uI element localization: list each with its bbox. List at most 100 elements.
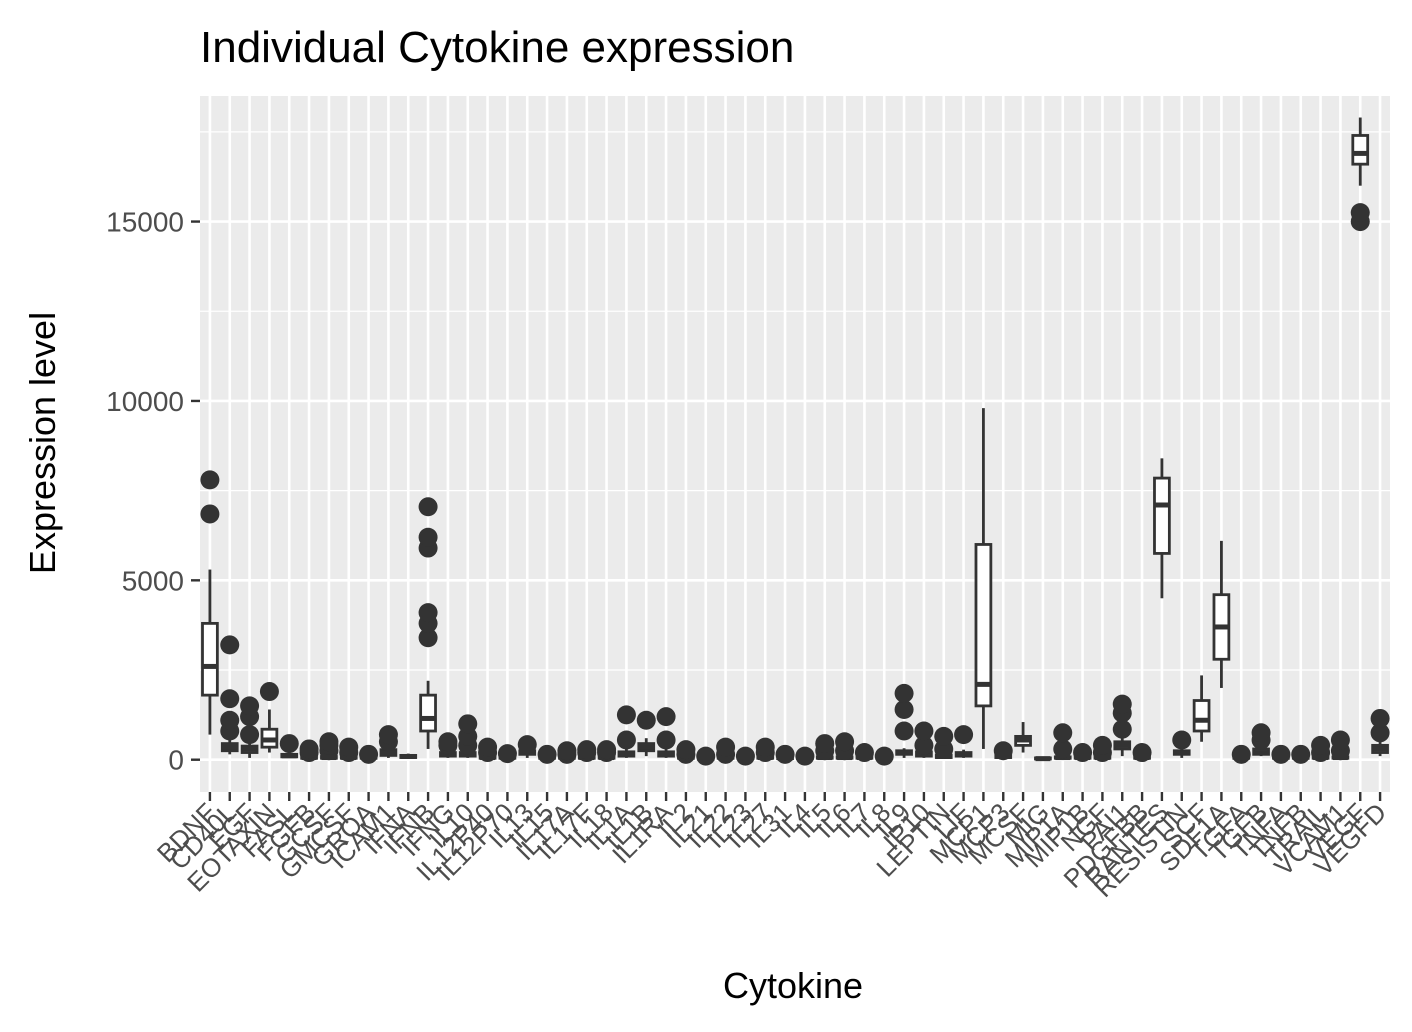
box-iqr — [419, 693, 437, 733]
outlier-point — [1112, 694, 1132, 714]
outlier-point — [418, 628, 438, 648]
outlier-point — [835, 732, 855, 752]
outlier-point — [557, 741, 577, 761]
box-iqr — [201, 621, 219, 697]
outlier-point — [775, 744, 795, 764]
box-ip10 — [914, 721, 934, 758]
outlier-point — [676, 740, 696, 760]
box-gcsf — [319, 732, 339, 761]
x-axis-title: Cytokine — [723, 965, 863, 1006]
outlier-point — [1291, 744, 1311, 764]
outlier-point — [458, 714, 478, 734]
outlier-point — [1092, 735, 1112, 755]
box-mip1b — [1073, 743, 1093, 763]
outlier-point — [894, 699, 914, 719]
outlier-point — [656, 707, 676, 727]
outlier-point — [240, 696, 260, 716]
outlier-point — [438, 732, 458, 752]
outlier-point — [1350, 203, 1370, 223]
outlier-point — [240, 725, 260, 745]
box-pai1 — [1112, 694, 1132, 757]
box-ifna — [399, 753, 418, 759]
box-il8 — [874, 746, 894, 766]
outlier-point — [359, 744, 379, 764]
y-tick-label: 5000 — [122, 565, 184, 596]
outlier-point — [597, 740, 617, 760]
outlier-point — [418, 527, 438, 547]
box-il21 — [696, 746, 716, 766]
box-il17f — [577, 740, 597, 763]
box-il6 — [835, 732, 855, 761]
box-il7 — [854, 743, 874, 763]
box-il1a — [616, 705, 636, 758]
outlier-point — [894, 683, 914, 703]
box-il31 — [775, 744, 795, 764]
box-mcp1 — [974, 408, 993, 749]
box-il23 — [735, 746, 755, 766]
box-pdgfbb — [1132, 743, 1152, 763]
y-tick-label: 10000 — [106, 386, 184, 417]
outlier-point — [735, 746, 755, 766]
box-lif — [954, 725, 974, 758]
outlier-point — [874, 746, 894, 766]
outlier-point — [894, 721, 914, 741]
outlier-point — [1251, 723, 1271, 743]
outlier-point — [220, 635, 240, 655]
outlier-point — [954, 725, 974, 745]
box-mcsf — [1014, 722, 1032, 753]
box-mig — [1034, 756, 1052, 762]
outlier-point — [636, 710, 656, 730]
box-egf — [240, 696, 260, 758]
box-il2 — [676, 740, 696, 764]
box-tgfb — [1251, 723, 1271, 757]
outlier-point — [418, 603, 438, 623]
panel-background — [200, 96, 1390, 792]
box-iqr — [1153, 476, 1171, 555]
outlier-point — [1172, 730, 1192, 750]
box-mip1a — [1053, 723, 1073, 761]
outlier-point — [220, 689, 240, 709]
box-ifng — [438, 732, 458, 758]
box-sdf1a — [1212, 540, 1231, 688]
box-vcam1 — [1330, 730, 1350, 761]
box-fasl — [279, 734, 299, 759]
box-il17a — [557, 741, 577, 764]
box-ngf — [1092, 735, 1112, 763]
outlier-point — [577, 740, 597, 760]
box-il15 — [537, 744, 557, 764]
box-il13 — [517, 735, 537, 758]
outlier-point — [1073, 743, 1093, 763]
outlier-point — [1112, 719, 1132, 739]
box-trail — [1311, 735, 1331, 763]
box-vegfd — [1370, 708, 1390, 757]
outlier-point — [815, 734, 835, 754]
y-axis: 0 5000 10000 15000 — [106, 207, 200, 776]
outlier-point — [299, 739, 319, 759]
outlier-point — [1370, 708, 1390, 728]
box-il12p70 — [497, 744, 517, 764]
outlier-point — [200, 504, 220, 524]
box-vegf — [1350, 117, 1370, 232]
chart-title: Individual Cytokine expression — [200, 23, 794, 72]
y-tick-label: 15000 — [106, 207, 184, 238]
outlier-point — [339, 737, 359, 757]
box-il1ra — [656, 707, 676, 758]
outlier-point — [716, 737, 736, 757]
box-iqr — [1192, 699, 1211, 733]
box-scf — [1192, 675, 1211, 742]
box-eotaxin — [259, 682, 279, 753]
box-groa — [359, 744, 379, 764]
outlier-point — [656, 730, 676, 750]
outlier-point — [418, 497, 438, 517]
outlier-point — [220, 710, 240, 730]
box-iqr — [1351, 134, 1370, 166]
outlier-point — [914, 721, 934, 741]
outlier-point — [478, 737, 498, 757]
outlier-point — [378, 725, 398, 745]
outlier-point — [854, 743, 874, 763]
box-fgfb — [299, 739, 319, 763]
outlier-point — [1231, 744, 1251, 764]
outlier-point — [1271, 744, 1291, 764]
box-il18 — [597, 740, 617, 763]
